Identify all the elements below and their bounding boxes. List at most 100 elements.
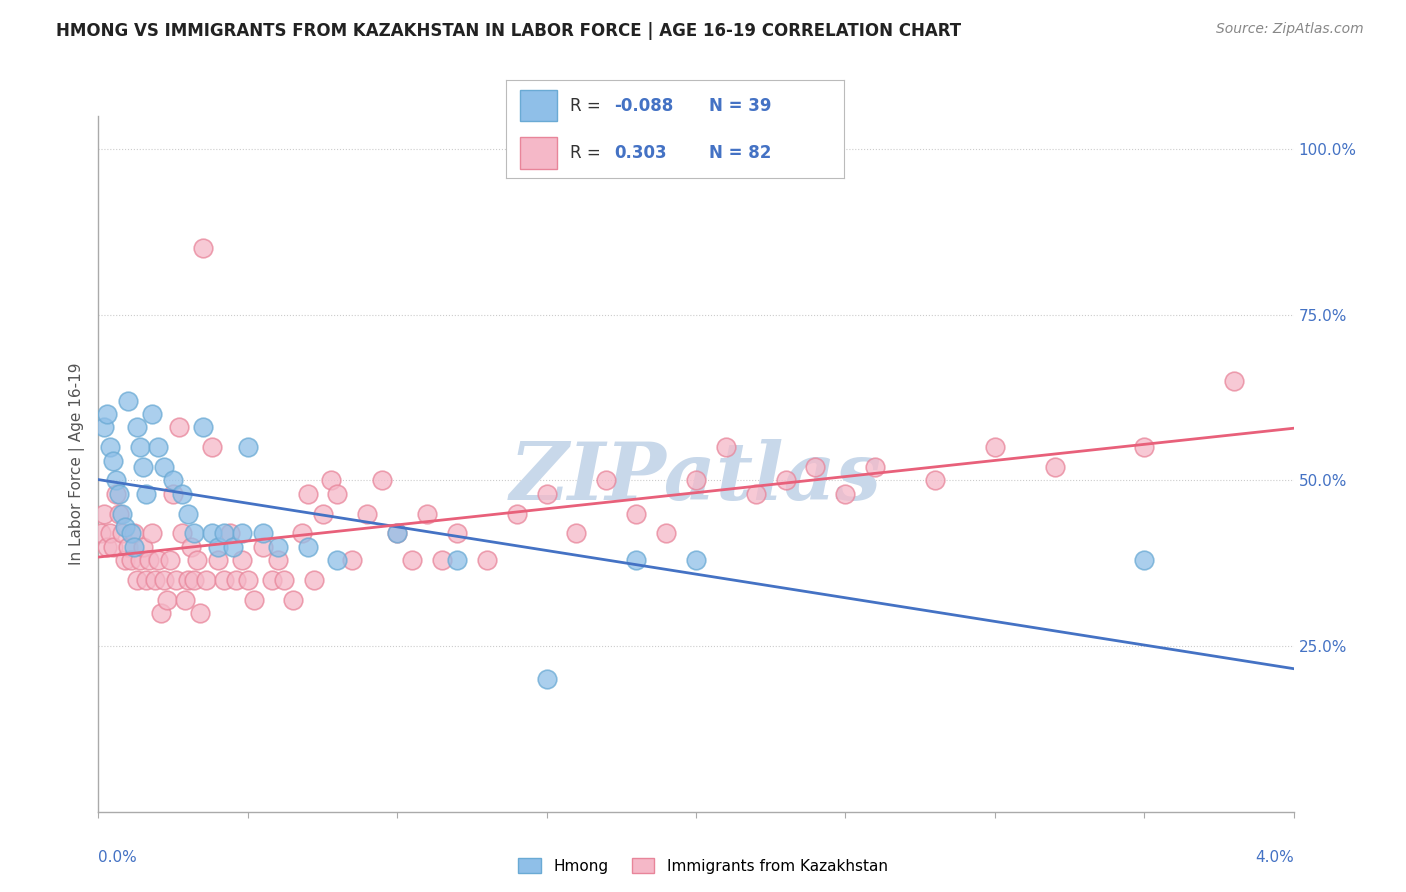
FancyBboxPatch shape [520, 90, 557, 121]
Point [143, 573, 166, 587]
Point [624, 507, 647, 521]
Text: R =: R = [571, 144, 612, 161]
Point [834, 486, 856, 500]
Point [536, 486, 558, 500]
Point [236, 440, 259, 454]
Point [655, 526, 678, 541]
Point [127, 420, 149, 434]
Point [194, 573, 218, 587]
Point [1043, 460, 1066, 475]
Text: 0.0%: 0.0% [98, 850, 138, 865]
Point [132, 460, 155, 475]
Text: HMONG VS IMMIGRANTS FROM KAZAKHSTAN IN LABOR FORCE | AGE 16-19 CORRELATION CHART: HMONG VS IMMIGRANTS FROM KAZAKHSTAN IN L… [56, 22, 962, 40]
Point [281, 592, 304, 607]
Text: -0.088: -0.088 [614, 97, 673, 115]
Text: 0.303: 0.303 [614, 144, 666, 161]
Text: N = 82: N = 82 [709, 144, 770, 161]
Point [180, 540, 202, 554]
Point [177, 573, 200, 587]
Point [231, 553, 253, 567]
Point [385, 526, 409, 541]
Point [105, 486, 128, 500]
Point [103, 540, 125, 554]
Point [290, 526, 312, 541]
Point [212, 526, 235, 541]
Point [624, 553, 647, 567]
Point [225, 573, 247, 587]
Point [188, 606, 211, 620]
Point [714, 440, 737, 454]
Point [416, 507, 439, 521]
Point [326, 553, 349, 567]
Point [103, 453, 125, 467]
Point [90, 526, 112, 541]
Text: Source: ZipAtlas.com: Source: ZipAtlas.com [1216, 22, 1364, 37]
Point [148, 440, 170, 454]
Point [745, 486, 768, 500]
Point [150, 606, 173, 620]
Point [162, 486, 184, 500]
Point [129, 553, 152, 567]
Point [135, 573, 157, 587]
Point [159, 553, 181, 567]
Point [267, 553, 290, 567]
Point [148, 553, 170, 567]
Point [446, 526, 468, 541]
Point [212, 573, 235, 587]
Point [207, 540, 229, 554]
Point [135, 486, 157, 500]
Point [321, 474, 343, 488]
Point [127, 573, 149, 587]
Point [430, 553, 453, 567]
Point [132, 540, 155, 554]
Point [153, 573, 176, 587]
Text: R =: R = [571, 97, 606, 115]
Point [111, 507, 134, 521]
Point [174, 592, 197, 607]
Point [114, 553, 136, 567]
Point [326, 486, 349, 500]
Point [153, 460, 176, 475]
Point [120, 526, 142, 541]
Point [1133, 553, 1156, 567]
Point [297, 486, 319, 500]
Point [260, 573, 283, 587]
Point [98, 526, 122, 541]
Point [371, 474, 394, 488]
Point [219, 526, 242, 541]
Point [172, 526, 194, 541]
Point [595, 474, 617, 488]
Point [297, 540, 319, 554]
Point [201, 440, 224, 454]
Point [105, 474, 128, 488]
Point [141, 407, 163, 421]
Point [231, 526, 253, 541]
Point [117, 540, 139, 554]
Point [356, 507, 378, 521]
Point [98, 440, 122, 454]
Point [804, 460, 827, 475]
Point [138, 553, 160, 567]
Point [165, 573, 187, 587]
Point [141, 526, 163, 541]
FancyBboxPatch shape [520, 137, 557, 169]
Point [162, 474, 184, 488]
Point [401, 553, 423, 567]
Point [93, 420, 115, 434]
Point [273, 573, 295, 587]
Point [129, 440, 152, 454]
Point [117, 393, 139, 408]
Point [342, 553, 364, 567]
Text: 4.0%: 4.0% [1254, 850, 1294, 865]
Point [222, 540, 245, 554]
Point [1222, 374, 1246, 388]
Point [983, 440, 1005, 454]
Point [191, 242, 214, 256]
Point [252, 540, 274, 554]
Point [565, 526, 588, 541]
Point [124, 526, 146, 541]
Point [201, 526, 224, 541]
Point [685, 553, 707, 567]
Point [506, 507, 529, 521]
Point [93, 507, 115, 521]
